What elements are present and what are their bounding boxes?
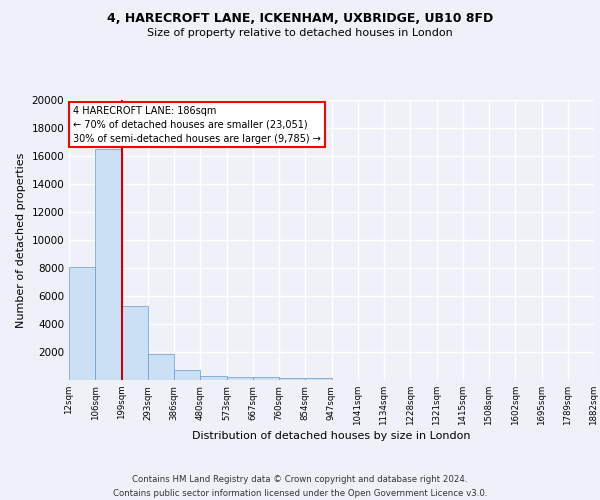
Bar [148,354,174,380]
Bar [95,149,121,380]
Text: 4, HARECROFT LANE, ICKENHAM, UXBRIDGE, UB10 8FD: 4, HARECROFT LANE, ICKENHAM, UXBRIDGE, U… [107,12,493,26]
Bar [121,306,148,380]
Bar [305,378,331,380]
Bar [174,370,200,380]
Bar [227,377,253,380]
Y-axis label: Number of detached properties: Number of detached properties [16,152,26,328]
Text: Contains HM Land Registry data © Crown copyright and database right 2024.
Contai: Contains HM Land Registry data © Crown c… [113,476,487,498]
Text: 4 HARECROFT LANE: 186sqm
← 70% of detached houses are smaller (23,051)
30% of se: 4 HARECROFT LANE: 186sqm ← 70% of detach… [73,106,321,144]
Bar [279,378,305,380]
Bar [253,378,279,380]
Text: Size of property relative to detached houses in London: Size of property relative to detached ho… [147,28,453,38]
Bar [200,376,227,380]
X-axis label: Distribution of detached houses by size in London: Distribution of detached houses by size … [192,431,471,441]
Bar [69,266,95,380]
